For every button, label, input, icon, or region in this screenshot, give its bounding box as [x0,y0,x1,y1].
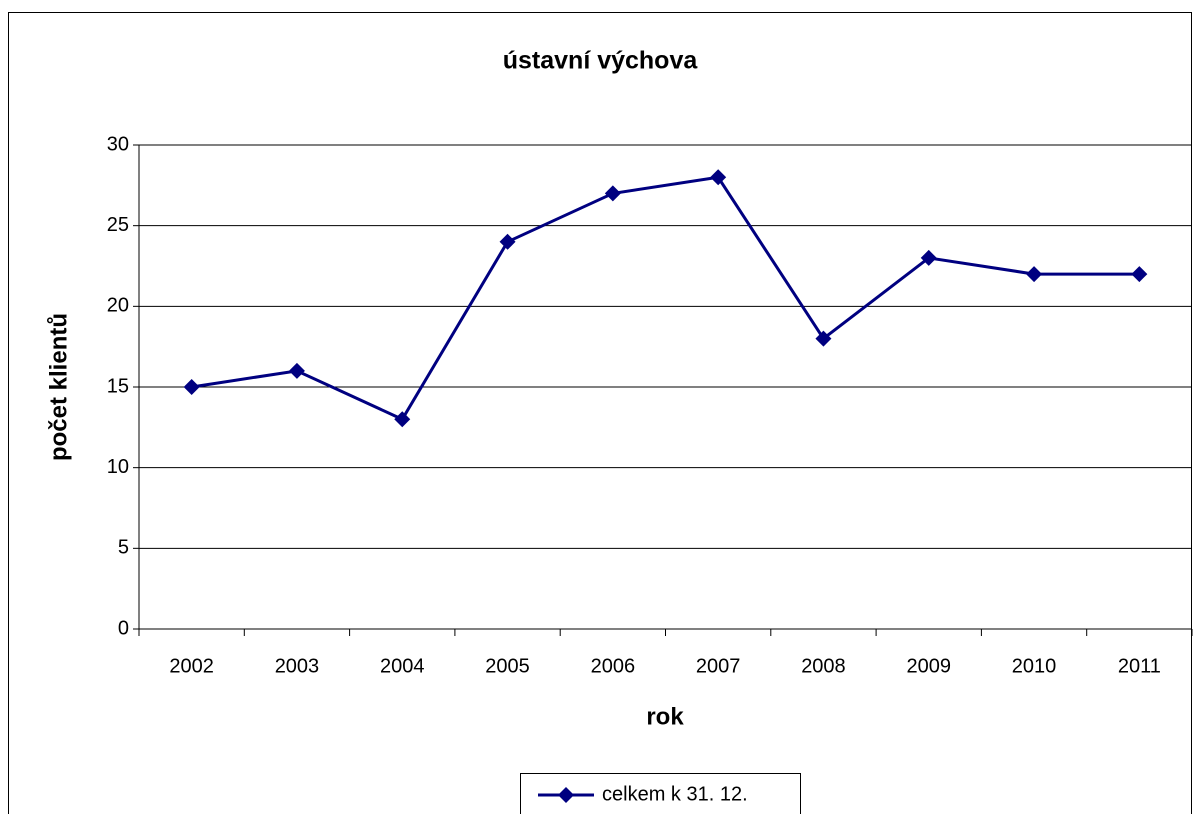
marker [1026,266,1043,283]
y-tick-label: 25 [107,214,129,236]
y-tick-label: 30 [107,133,129,155]
y-tick-label: 0 [118,617,129,639]
marker [815,330,832,347]
x-tick-label: 2007 [696,655,741,677]
x-tick-label: 2002 [169,655,214,677]
x-tick-label: 2006 [591,655,636,677]
y-tick-label: 10 [107,456,129,478]
marker [499,233,516,250]
x-tick-label: 2003 [275,655,320,677]
marker [604,185,621,202]
marker [1131,266,1148,283]
x-tick-label: 2011 [1118,655,1161,677]
x-tick-label: 2010 [1012,655,1057,677]
y-axis-label: počet klientů [45,313,72,461]
marker [394,411,411,428]
marker [183,379,200,395]
x-tick-label: 2004 [380,655,425,677]
legend-label: celkem k 31. 12. [602,783,748,805]
x-tick-label: 2009 [907,655,952,677]
x-axis-label: rok [646,703,684,730]
chart-title: ústavní výchova [503,47,699,75]
y-tick-label: 20 [107,295,129,317]
line [191,175,1140,422]
y-tick-label: 15 [107,375,129,397]
x-tick-label: 2008 [801,655,846,677]
chart-frame [8,12,1192,814]
legend-marker [558,787,574,803]
marker [920,249,937,266]
x-tick-label: 2005 [485,655,530,677]
marker [288,362,305,379]
y-tick-label: 5 [118,537,129,559]
marker [710,169,727,186]
